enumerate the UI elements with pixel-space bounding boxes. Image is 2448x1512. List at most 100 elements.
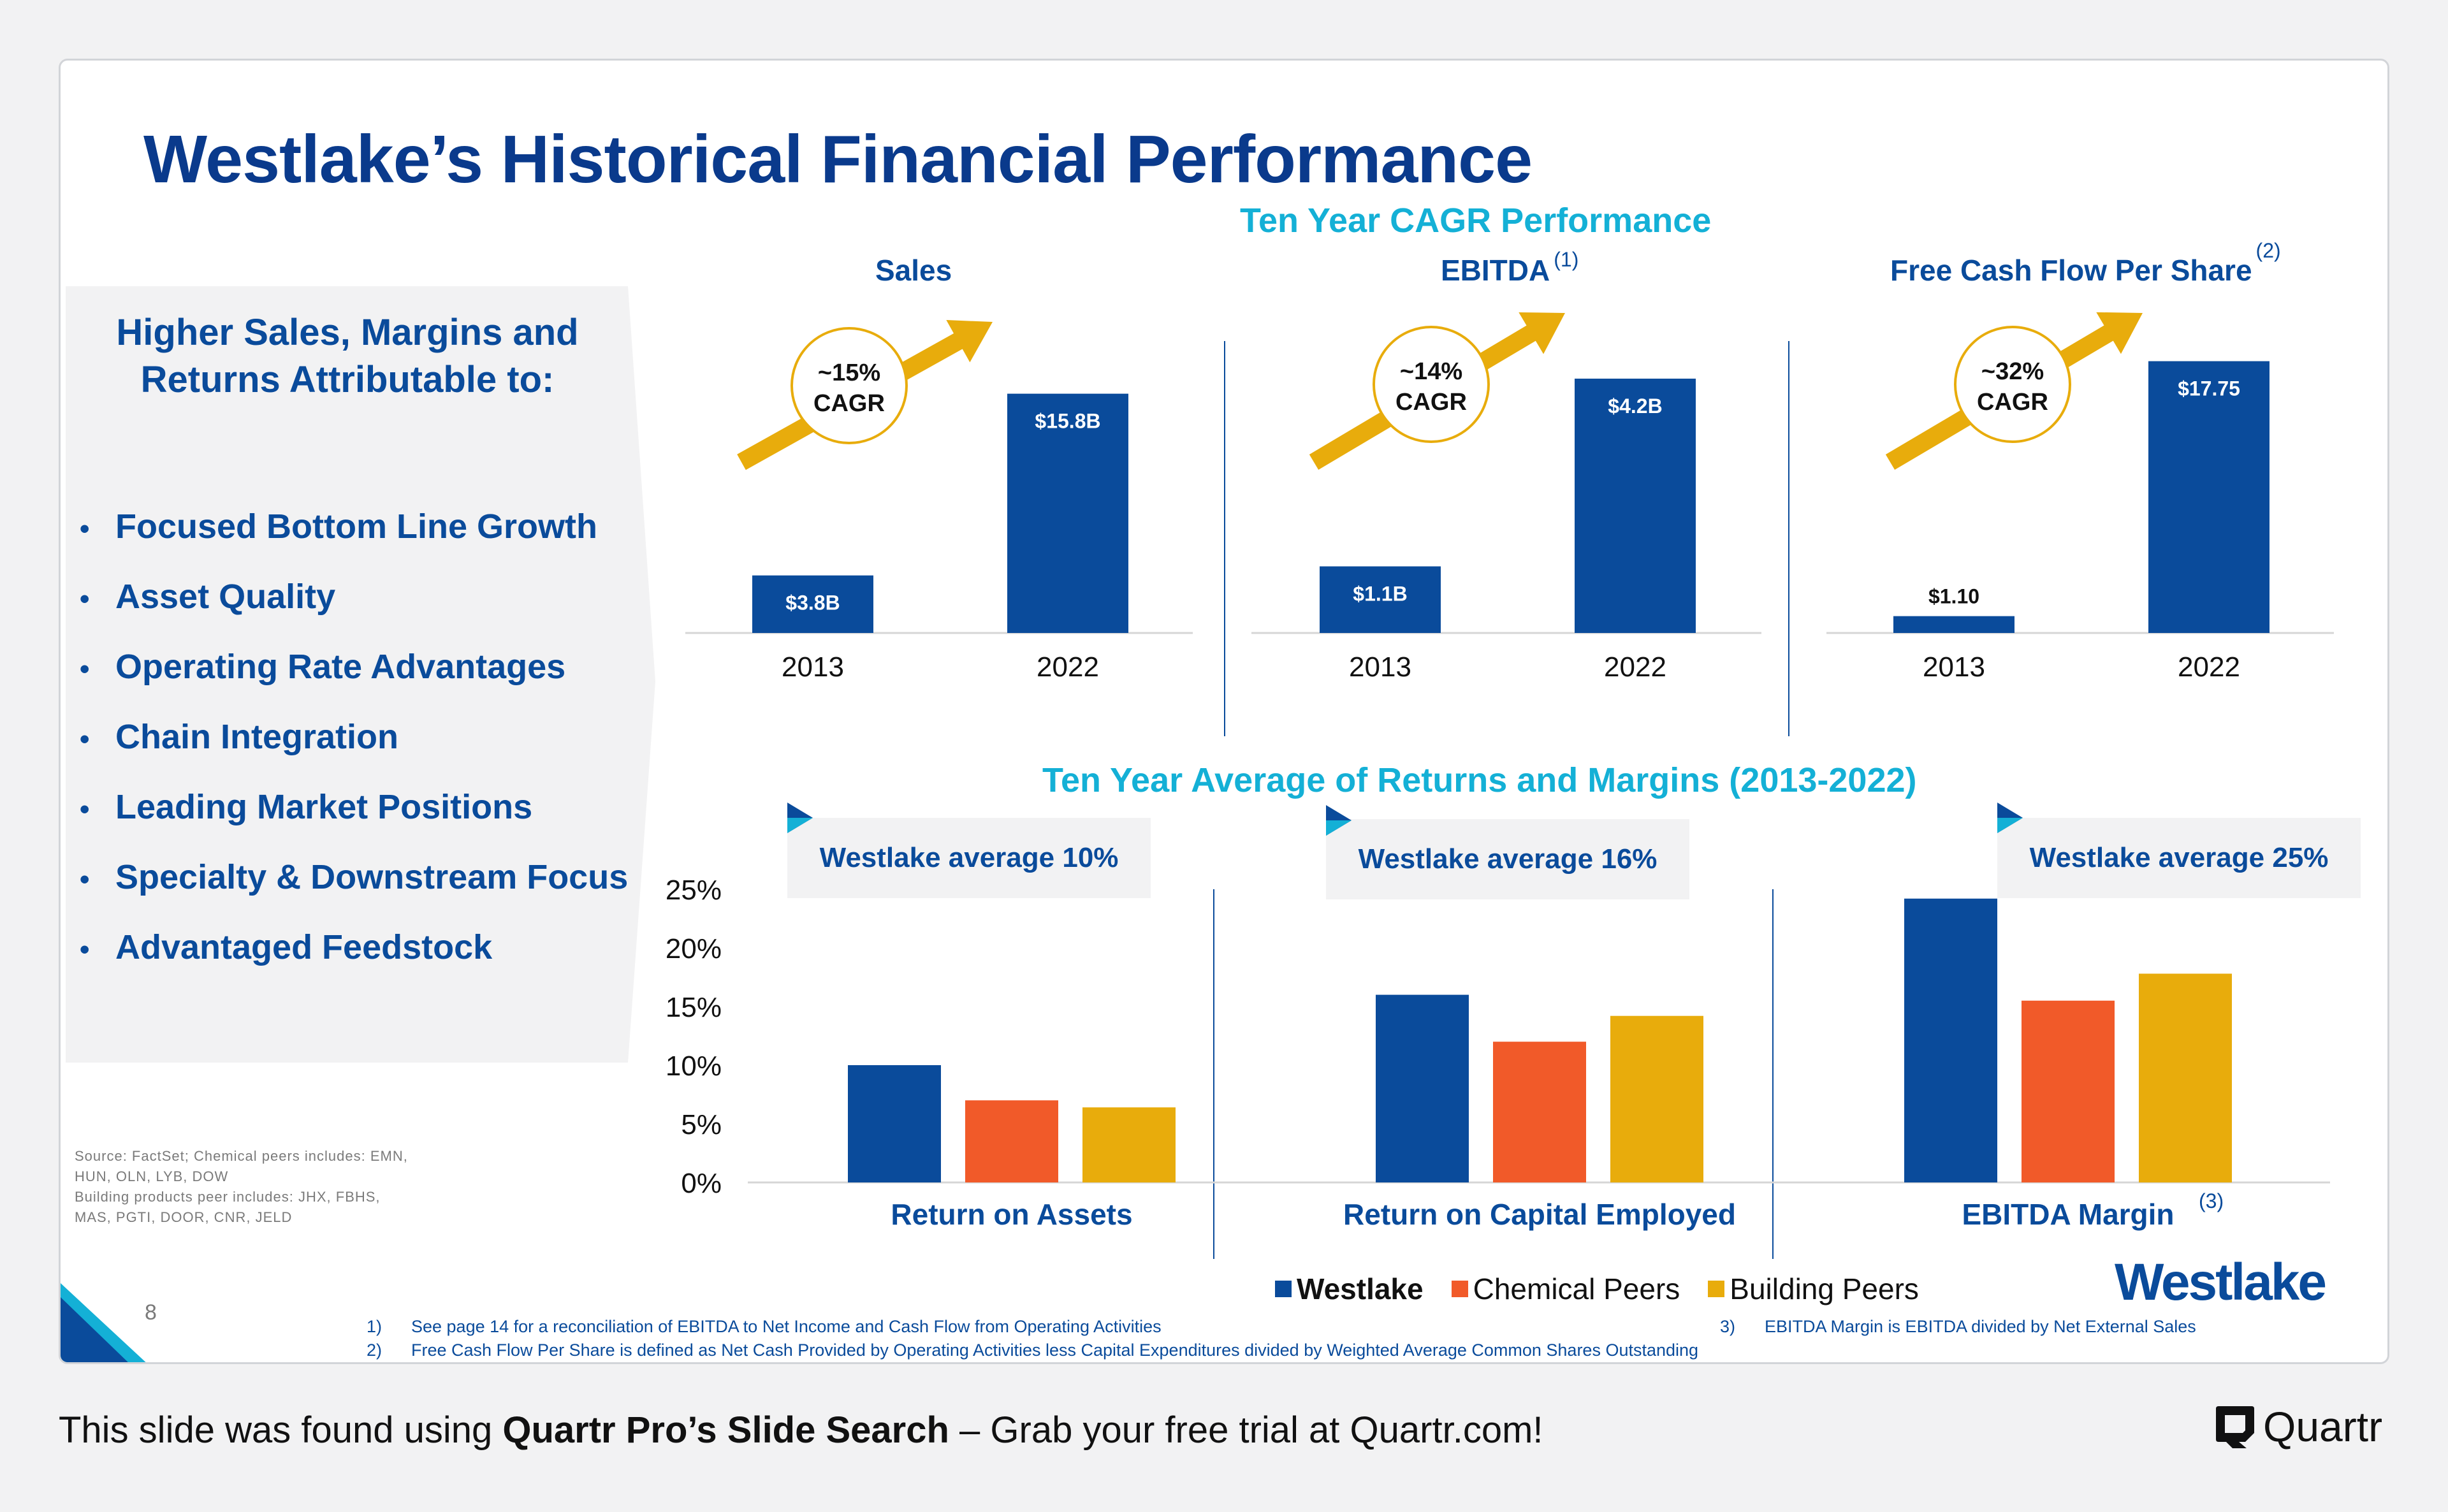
cagr-badge (1954, 326, 2071, 443)
data-label: $15.8B (1035, 410, 1100, 433)
list-item-text: Leading Market Positions (115, 788, 533, 826)
bar-westlake (848, 1065, 941, 1182)
footnote-number: 3) (1720, 1317, 1736, 1336)
fcf-chart-title: Free Cash Flow Per Share(2) (1890, 239, 2281, 287)
bullet-icon: • (80, 513, 90, 544)
bar-2013 (1320, 566, 1441, 633)
list-item: • Chain Integration (80, 717, 628, 787)
data-label: $3.8B (785, 592, 840, 614)
bar-westlake (1904, 898, 1997, 1182)
x-tick-label: 2013 (782, 651, 844, 683)
data-label: $17.75 (2178, 377, 2240, 400)
footnote-row-2: 2) Free Cash Flow Per Share is defined as… (367, 1339, 1698, 1362)
promo-bold: Quartr Pro’s Slide Search (502, 1409, 949, 1451)
corner-decoration (61, 1283, 146, 1362)
ebitda-title-text: EBITDA (1441, 254, 1550, 287)
sales-chart-title: Sales (875, 254, 952, 287)
x-tick-label: 2022 (1604, 651, 1666, 683)
bar-building-peers (1610, 1015, 1703, 1182)
callout-pointer-icon (1326, 820, 1352, 836)
data-label: $4.2B (1608, 395, 1662, 418)
callout-pointer-icon (1997, 818, 2023, 833)
bottom-divider-1 (1213, 889, 1214, 1259)
bullet-icon: • (80, 583, 90, 614)
westlake-logo: Westlake (2115, 1253, 2327, 1311)
x-tick-label: 2013 (1923, 651, 1985, 683)
bullet-icon: • (80, 794, 90, 825)
list-item-text: Specialty & Downstream Focus (115, 858, 629, 896)
list-item-text: Advantaged Feedstock (115, 928, 493, 966)
footnote-ref: (1) (1554, 248, 1579, 271)
source-line: Building products peer includes: JHX, FB… (75, 1189, 381, 1205)
cagr-badge (1373, 326, 1490, 443)
footnote-row-1: 1) See page 14 for a reconciliation of EB… (367, 1315, 2196, 1339)
cagr-caption: CAGR (1395, 389, 1467, 416)
footnote-number: 2) (367, 1341, 382, 1360)
bar-building-peers (1082, 1107, 1176, 1182)
top-divider-2 (1788, 341, 1789, 736)
promo-suffix: – Grab your free trial at Quartr.com! (949, 1409, 1543, 1451)
footnotes: 1) See page 14 for a reconciliation of EB… (367, 1315, 2196, 1362)
cagr-value: ~15% (818, 360, 880, 386)
cagr-value: ~32% (1981, 358, 2044, 385)
category-label: EBITDA Margin (1962, 1198, 2174, 1231)
bar-building-peers (2139, 973, 2232, 1182)
drivers-list: • Focused Bottom Line Growth • Asset Quali… (80, 507, 628, 998)
cagr-badge (790, 327, 908, 444)
footnote-text: EBITDA Margin is EBITDA divided by Net E… (1765, 1317, 2196, 1336)
list-item: • Specialty & Downstream Focus (80, 857, 628, 927)
category-label: Return on Assets (891, 1198, 1132, 1231)
bullet-icon: • (80, 653, 90, 685)
bullet-icon: • (80, 934, 90, 965)
quartr-logo[interactable]: Quartr (2213, 1402, 2382, 1451)
y-tick-label: 25% (666, 875, 722, 906)
top-divider-1 (1224, 341, 1225, 736)
left-panel-heading: Higher Sales, Margins and Returns Attrib… (116, 312, 579, 400)
list-item-text: Chain Integration (115, 718, 398, 756)
list-item-text: Operating Rate Advantages (115, 648, 566, 686)
list-item: • Advantaged Feedstock (80, 927, 628, 998)
data-label: $1.1B (1353, 583, 1407, 606)
ebitda-chart-title: EBITDA (1) (1441, 248, 1578, 287)
legend-swatch-chemical (1451, 1281, 1468, 1297)
footnote-number: 1) (367, 1317, 382, 1336)
cagr-caption: CAGR (1977, 389, 2048, 416)
source-line: MAS, PGTI, DOOR, CNR, JELD (75, 1209, 293, 1225)
promo-prefix: This slide was found using (59, 1409, 503, 1451)
source-line: Source: FactSet; Chemical peers includes… (75, 1148, 408, 1164)
ebitda-margin-callout: Westlake average 25% (1997, 818, 2361, 898)
footnote-text: See page 14 for a reconciliation of EBIT… (411, 1317, 1162, 1336)
list-item: • Asset Quality (80, 577, 628, 647)
bar-2022 (2148, 361, 2270, 633)
x-tick-label: 2022 (1037, 651, 1099, 683)
list-item: • Focused Bottom Line Growth (80, 507, 628, 577)
cagr-section-title: Ten Year CAGR Performance (1240, 201, 1712, 240)
bar-chemical-peers (1493, 1042, 1586, 1182)
source-note: Source: FactSet; Chemical peers includes… (75, 1146, 408, 1228)
page-title: Westlake’s Historical Financial Performa… (143, 122, 1533, 197)
roa-callout: Westlake average 10% (787, 818, 1151, 898)
source-line: HUN, OLN, LYB, DOW (75, 1168, 229, 1184)
y-tick-label: 0% (681, 1168, 722, 1199)
returns-section-title: Ten Year Average of Returns and Margins … (1042, 761, 1917, 799)
data-label: $1.10 (1928, 585, 1979, 608)
bullet-icon: • (80, 723, 90, 755)
bar-2013 (1893, 616, 2014, 633)
list-item-text: Focused Bottom Line Growth (115, 507, 597, 546)
footnote-ref: (3) (2199, 1189, 2224, 1212)
page-number: 8 (145, 1300, 157, 1325)
y-tick-label: 20% (666, 933, 722, 964)
quartr-brand: Quartr (2263, 1403, 2383, 1450)
roce-callout: Westlake average 16% (1326, 819, 1689, 899)
legend-swatch-building (1708, 1281, 1725, 1297)
legend-label-westlake: Westlake (1297, 1272, 1424, 1305)
footnote-ref: (2) (2255, 239, 2281, 262)
bar-2022 (1575, 379, 1696, 633)
list-item: • Operating Rate Advantages (80, 647, 628, 717)
fcf-title-text: Free Cash Flow Per Share (1890, 254, 2252, 287)
bar-2022 (1007, 393, 1128, 633)
y-tick-label: 15% (666, 992, 722, 1023)
y-tick-label: 10% (666, 1050, 722, 1082)
list-item: • Leading Market Positions (80, 787, 628, 857)
cagr-caption: CAGR (813, 390, 885, 417)
